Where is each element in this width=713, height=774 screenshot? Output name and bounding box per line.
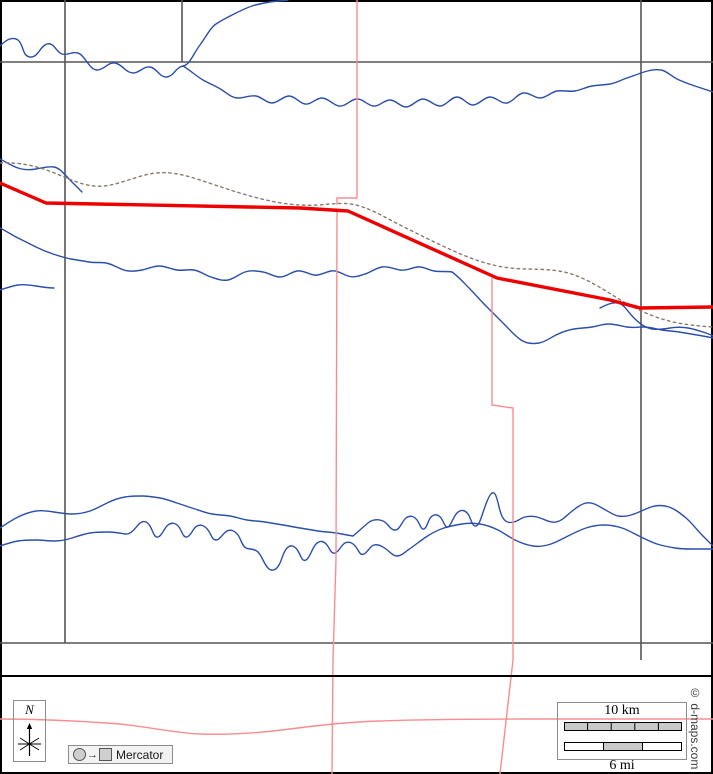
river-central-descend — [451, 271, 713, 345]
compass-rose: N — [13, 700, 46, 762]
copyright-label: © d-maps.com — [688, 686, 702, 770]
projection-indicator[interactable]: → Mercator — [68, 745, 173, 764]
compass-needle-icon — [18, 723, 41, 756]
flat-square-icon — [99, 748, 112, 761]
river-south-main — [0, 495, 354, 537]
arrow-right-icon: → — [87, 748, 98, 761]
scale-mi-label: 6 mi — [609, 758, 635, 773]
rivers-layer — [0, 0, 713, 571]
road-vertical-center-north — [336, 0, 358, 205]
road-vertical-center-main — [331, 210, 338, 774]
river-top-left-small — [0, 158, 83, 193]
river-north-branch — [182, 65, 713, 108]
road-vertical-east — [491, 278, 514, 774]
highway-main-east-west — [0, 181, 713, 310]
scale-km-label: 10 km — [604, 703, 640, 718]
river-southeast — [407, 522, 713, 551]
scale-bar-mi-graphic — [564, 742, 682, 751]
scale-bar-km-graphic — [564, 722, 682, 731]
river-braided-north — [352, 492, 713, 547]
major-highways-layer — [0, 181, 713, 310]
road-horizontal-bottom — [0, 718, 713, 735]
river-bottom-left-small — [0, 283, 55, 291]
river-central — [0, 227, 453, 281]
compass-north-label: N — [25, 702, 34, 717]
river-braided-south — [0, 520, 409, 571]
projection-label: Mercator — [116, 747, 164, 762]
river-north — [0, 0, 289, 78]
trails-layer — [0, 162, 713, 328]
scale-bar: 10 km 6 mi — [557, 702, 687, 773]
trail-dotted-diagonal — [0, 162, 713, 328]
county-boundaries-layer — [0, 0, 713, 660]
globe-circle-icon — [73, 748, 86, 761]
